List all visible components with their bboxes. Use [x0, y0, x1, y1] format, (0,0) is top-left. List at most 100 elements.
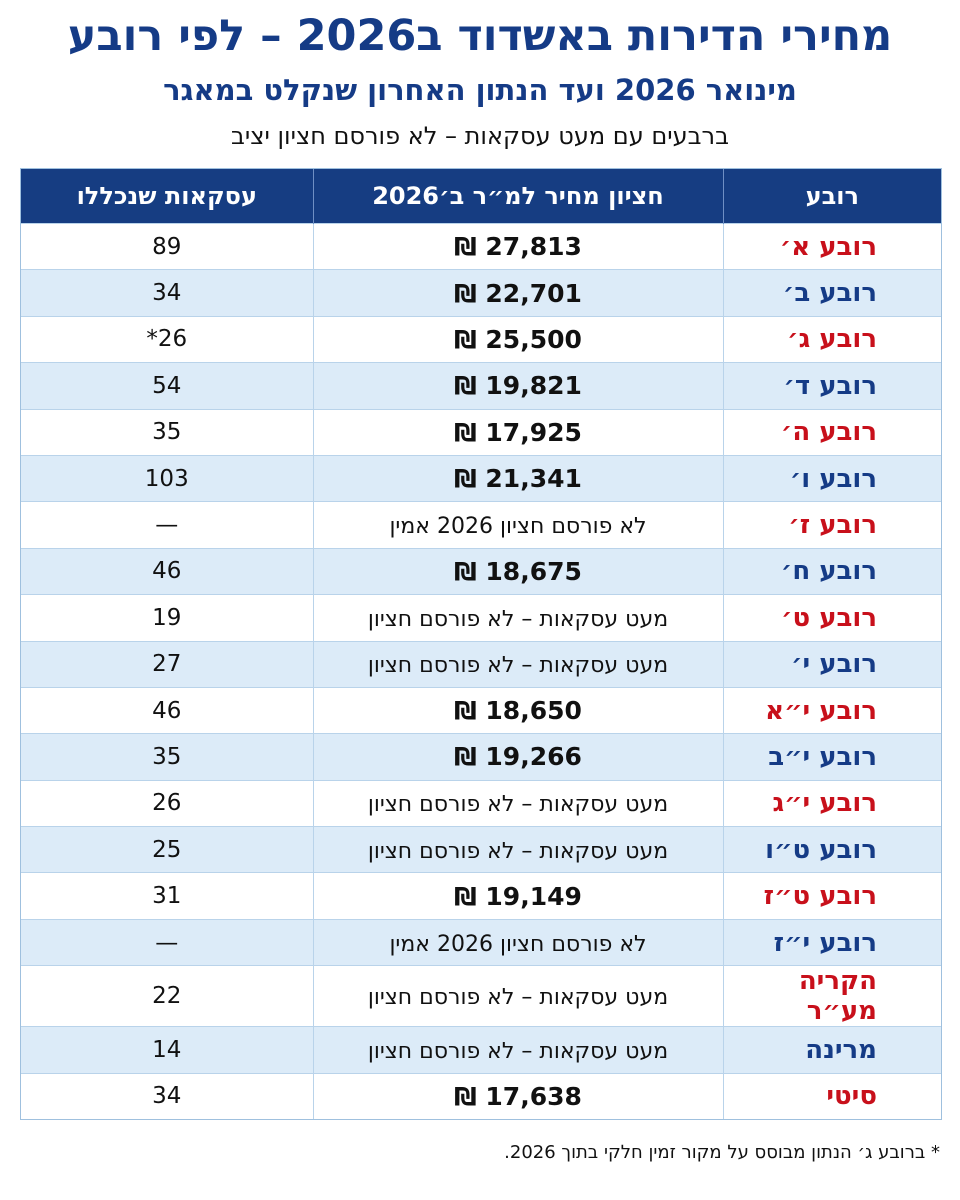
table-row: רובע י׳ מעט עסקאות – לא פורסם חציון 27	[21, 640, 941, 688]
deals-count: —	[21, 501, 313, 549]
median-price-cell: 18,675 ₪	[312, 547, 723, 595]
deals-count: 31	[21, 872, 313, 920]
median-price-value: 22,701 ₪	[454, 278, 582, 308]
median-price-cell: מעט עסקאות – לא פורסם חציון	[312, 779, 723, 827]
median-price-cell: מעט עסקאות – לא פורסם חציון	[312, 640, 723, 688]
deals-count: 26*	[21, 315, 313, 363]
table-row: רובע י״ב 19,266 ₪ 35	[21, 733, 941, 781]
area-name: רובע י״ז	[722, 918, 941, 966]
table-row: רובע ח׳ 18,675 ₪ 46	[21, 547, 941, 595]
median-price-cell: מעט עסקאות – לא פורסם חציון	[312, 826, 723, 873]
table-row: רובע ז׳ לא פורסם חציון 2026 אמין —	[21, 501, 941, 549]
area-name: רובע ז׳	[722, 501, 941, 549]
deals-count: —	[21, 918, 313, 966]
median-price-cell: 17,925 ₪	[312, 408, 723, 456]
page-title: מחירי הדירות באשדוד ב2026 – לפי רובע	[67, 11, 893, 61]
table-row: רובע א׳ 27,813 ₪ 89	[21, 222, 941, 270]
area-name: סיטי	[722, 1072, 941, 1120]
median-price-value: 17,638 ₪	[454, 1081, 582, 1111]
price-not-published: לא פורסם חציון 2026 אמין	[389, 931, 647, 957]
deals-count: 27	[21, 640, 313, 688]
area-name: רובע ה׳	[722, 408, 941, 456]
median-price-cell: 19,266 ₪	[312, 733, 723, 781]
deals-count: 19	[21, 594, 313, 642]
area-name: רובע י״ג	[722, 779, 941, 827]
table-row: רובע ג׳ 25,500 ₪ 26*	[21, 315, 941, 363]
area-name: רובע י״ב	[722, 733, 941, 781]
page-subtitle: מינואר 2026 ועד הנתון האחרון שנקלט במאגר	[163, 73, 797, 107]
area-name: הקריה מע״ר	[722, 965, 941, 1027]
table-row: רובע ב׳ 22,701 ₪ 34	[21, 269, 941, 317]
deals-count: 34	[21, 269, 313, 317]
deals-count: 35	[21, 408, 313, 456]
area-name: רובע ח׳	[722, 547, 941, 595]
area-name: רובע ט״ו	[722, 826, 941, 873]
table-row: סיטי 17,638 ₪ 34	[21, 1072, 941, 1120]
table-row: רובע ט״ו מעט עסקאות – לא פורסם חציון 25	[21, 826, 941, 873]
median-price-cell: 17,638 ₪	[312, 1072, 723, 1120]
table-row: רובע ט״ז 19,149 ₪ 31	[21, 872, 941, 920]
deals-count: 22	[21, 965, 313, 1027]
median-price-value: 19,821 ₪	[454, 371, 582, 401]
median-price-value: 18,675 ₪	[454, 556, 582, 586]
table-row: רובע י״ג מעט עסקאות – לא פורסם חציון 26	[21, 779, 941, 827]
area-name: רובע ו׳	[722, 454, 941, 502]
median-price-value: 19,149 ₪	[454, 881, 582, 911]
median-price-cell: 21,341 ₪	[312, 454, 723, 502]
area-name: רובע ד׳	[722, 362, 941, 410]
table-body: רובע א׳ 27,813 ₪ 89 רובע ב׳ 22,701 ₪ 34 רובע ג…	[21, 222, 941, 1120]
price-not-published: מעט עסקאות – לא פורסם חציון	[367, 792, 669, 818]
median-price-cell: לא פורסם חציון 2026 אמין	[312, 918, 723, 966]
median-price-cell: 18,650 ₪	[312, 686, 723, 734]
median-price-cell: 22,701 ₪	[312, 269, 723, 317]
table-row: הקריה מע״ר מעט עסקאות – לא פורסם חציון 22	[21, 965, 941, 1027]
deals-count: 46	[21, 686, 313, 734]
price-not-published: מעט עסקאות – לא פורסם חציון	[367, 1038, 669, 1064]
price-not-published: מעט עסקאות – לא פורסם חציון	[367, 985, 669, 1011]
table-note: ברבעים עם מעט עסקאות – לא פורסם חציון יצ…	[231, 122, 729, 150]
price-not-published: לא פורסם חציון 2026 אמין	[389, 514, 647, 540]
area-name: מרינה	[722, 1026, 941, 1074]
prices-table-container: רובע חציון מחיר למ״ר ב׳2026 עסקאות שנכלל…	[20, 168, 942, 1121]
median-price-cell: מעט עסקאות – לא פורסם חציון	[312, 965, 723, 1027]
area-name: רובע י״א	[722, 686, 941, 734]
median-price-cell: 25,500 ₪	[312, 315, 723, 363]
footnote: * ברובע ג׳ הנתון מבוסס על מקור זמין חלקי…	[504, 1142, 940, 1163]
median-price-cell: לא פורסם חציון 2026 אמין	[312, 501, 723, 549]
deals-count: 54	[21, 362, 313, 410]
header-price: חציון מחיר למ״ר ב׳2026	[312, 169, 723, 224]
header-deals: עסקאות שנכללו	[21, 169, 313, 224]
deals-count: 46	[21, 547, 313, 595]
median-price-value: 19,266 ₪	[454, 742, 582, 772]
table-row: רובע י״א 18,650 ₪ 46	[21, 686, 941, 734]
deals-count: 35	[21, 733, 313, 781]
area-name: רובע ט״ז	[722, 872, 941, 920]
median-price-cell: מעט עסקאות – לא פורסם חציון	[312, 1026, 723, 1074]
median-price-value: 27,813 ₪	[454, 232, 582, 262]
median-price-value: 21,341 ₪	[454, 464, 582, 494]
area-name: רובע ג׳	[722, 315, 941, 363]
area-name: רובע ט׳	[722, 594, 941, 642]
table-row: רובע ה׳ 17,925 ₪ 35	[21, 408, 941, 456]
area-name: רובע א׳	[722, 222, 941, 270]
deals-count: 14	[21, 1026, 313, 1074]
table-row: רובע ט׳ מעט עסקאות – לא פורסם חציון 19	[21, 594, 941, 642]
median-price-cell: 19,821 ₪	[312, 362, 723, 410]
median-price-value: 17,925 ₪	[454, 417, 582, 447]
area-name: רובע ב׳	[722, 269, 941, 317]
price-not-published: מעט עסקאות – לא פורסם חציון	[367, 838, 669, 864]
deals-count: 25	[21, 826, 313, 873]
prices-table: רובע חציון מחיר למ״ר ב׳2026 עסקאות שנכלל…	[21, 169, 941, 1120]
table-row: רובע ו׳ 21,341 ₪ 103	[21, 454, 941, 502]
median-price-cell: 19,149 ₪	[312, 872, 723, 920]
price-not-published: מעט עסקאות – לא פורסם חציון	[367, 606, 669, 632]
median-price-value: 18,650 ₪	[454, 696, 582, 726]
deals-count: 103	[21, 454, 313, 502]
area-name: רובע י׳	[722, 640, 941, 688]
table-row: רובע י״ז לא פורסם חציון 2026 אמין —	[21, 918, 941, 966]
median-price-value: 25,500 ₪	[454, 324, 582, 354]
deals-count: 34	[21, 1072, 313, 1120]
deals-count: 89	[21, 222, 313, 270]
table-header-row: רובע חציון מחיר למ״ר ב׳2026 עסקאות שנכלל…	[21, 169, 941, 224]
median-price-cell: מעט עסקאות – לא פורסם חציון	[312, 594, 723, 642]
